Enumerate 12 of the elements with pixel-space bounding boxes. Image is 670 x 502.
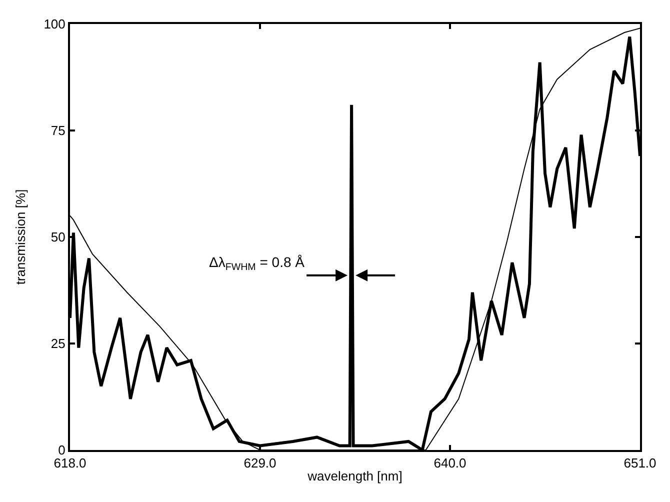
y-tick-label: 75 (50, 123, 66, 138)
x-tick-label: 618.0 (54, 456, 86, 471)
y-tick-label: 0 (58, 442, 66, 458)
y-tick-label: 100 (44, 16, 66, 32)
x-tick-label: 651.0 (624, 456, 656, 471)
x-axis-title: wavelength [nm] (306, 468, 402, 484)
x-tick-label: 640.0 (434, 456, 466, 471)
y-tick-label: 25 (50, 336, 66, 352)
y-axis-title: transmission [%] (13, 189, 28, 285)
x-tick-label: 629.0 (244, 456, 276, 471)
y-tick-label: 50 (50, 230, 66, 245)
annotation: Δλ$_{FWHM}$ = 0.8 Å (209, 254, 306, 273)
